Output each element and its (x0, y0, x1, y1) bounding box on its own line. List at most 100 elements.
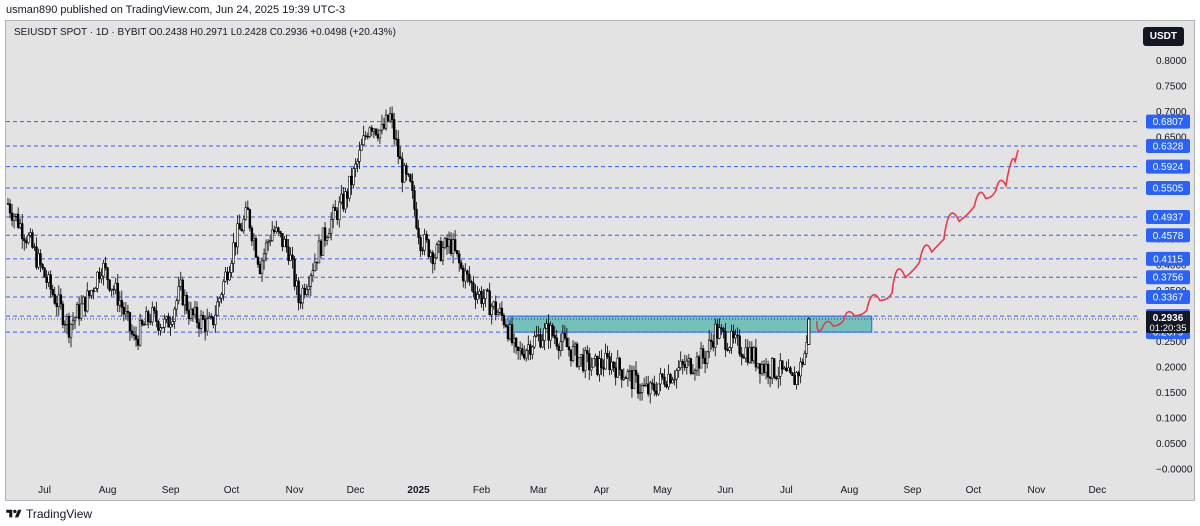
candle-body (699, 348, 703, 369)
candle-body (104, 262, 107, 269)
candle-body (801, 361, 804, 365)
candle-body (457, 253, 461, 264)
level-label: 0.4115 (1153, 254, 1183, 265)
candle-body (376, 134, 380, 139)
candle-body (754, 347, 758, 368)
candle-body (388, 113, 392, 122)
candle-body (742, 356, 745, 359)
level-label-bg (1146, 228, 1190, 243)
candle-body (399, 156, 402, 160)
candle-body (403, 165, 406, 183)
candle-body (16, 213, 20, 228)
candle-body (212, 316, 215, 326)
level-label: 0.2679 (1153, 328, 1184, 339)
candle-body (374, 128, 378, 135)
candle-body (368, 127, 371, 138)
candle-body (707, 339, 711, 353)
price-chart[interactable]: 0.80000.75000.70000.65000.55000.50000.45… (6, 21, 1194, 500)
candle-body (210, 316, 213, 318)
chart-frame[interactable]: 0.80000.75000.70000.65000.55000.50000.45… (5, 20, 1195, 501)
candle-body (539, 334, 542, 348)
candle-body (169, 324, 172, 328)
candle-body (84, 296, 87, 312)
candle-body (240, 228, 243, 232)
candle-body (189, 308, 193, 319)
candle-body (500, 307, 504, 316)
x-tick-label: Aug (841, 485, 859, 496)
published-header: usman890 published on TradingView.com, J… (6, 4, 346, 16)
candle-body (415, 208, 418, 229)
candle-body (140, 320, 144, 325)
level-label-bg (1146, 251, 1190, 266)
tradingview-logo-icon (6, 509, 22, 518)
candle-body (348, 175, 351, 199)
candle-body (275, 227, 278, 232)
tradingview-brand: TradingView (26, 507, 93, 521)
candle-body (476, 294, 479, 300)
candle-body (667, 374, 670, 388)
level-label: 0.4937 (1153, 212, 1184, 223)
candle-body (342, 193, 345, 210)
candle-body (301, 287, 304, 304)
current-price-badge (1146, 311, 1190, 334)
candle-body (128, 312, 132, 332)
level-label-bg (1146, 114, 1190, 129)
candle-body (177, 286, 180, 301)
candle-body (10, 212, 14, 221)
candle-body (687, 358, 691, 362)
candle-body (25, 240, 28, 244)
candle-body (193, 306, 197, 316)
candle-body (230, 262, 233, 273)
candle-body (319, 240, 323, 256)
y-tick-label: 0.8000 (1156, 56, 1187, 67)
candle-body (762, 364, 766, 373)
candle-body (689, 358, 693, 374)
candle-body (329, 218, 333, 234)
candle-body (468, 273, 471, 282)
level-label-bg (1146, 138, 1190, 153)
candle-body (254, 238, 258, 258)
candle-body (358, 149, 361, 162)
candle-body (630, 370, 634, 389)
candle-body (163, 318, 166, 328)
candle-body (197, 322, 201, 329)
candle-body (488, 290, 491, 316)
candle-body (492, 301, 495, 307)
currency-button[interactable]: USDT (1142, 27, 1184, 46)
candle-body (47, 274, 50, 283)
candle-body (616, 357, 619, 378)
candle-body (565, 337, 569, 348)
candle-body (531, 346, 534, 355)
candle-body (726, 349, 729, 351)
candle-body (441, 247, 445, 261)
candle-body (764, 363, 768, 373)
candle-body (543, 327, 546, 341)
candle-body (277, 227, 280, 232)
candle-body (159, 327, 162, 331)
candle-body (208, 316, 211, 319)
candle-body (266, 241, 270, 244)
candle-body (620, 369, 623, 380)
candle-body (108, 279, 111, 291)
candle-body (547, 323, 550, 341)
candle-body (555, 337, 558, 347)
candle-body (98, 271, 101, 280)
candle-body (297, 280, 300, 303)
candle-body (407, 173, 410, 176)
level-label-bg (1146, 270, 1190, 285)
candle-body (191, 308, 195, 316)
candle-body (770, 358, 774, 379)
y-tick-label: 0.2000 (1156, 362, 1187, 373)
candle-body (799, 361, 802, 377)
candle-body (553, 335, 556, 339)
candle-body (586, 350, 589, 354)
candle-body (496, 312, 500, 316)
candle-body (736, 334, 739, 337)
candle-body (309, 275, 313, 287)
candle-body (594, 355, 597, 360)
candle-body (693, 370, 697, 374)
candle-body (612, 361, 615, 369)
candle-body (437, 240, 441, 245)
candle-body (738, 335, 741, 355)
level-label: 0.3367 (1153, 293, 1184, 304)
